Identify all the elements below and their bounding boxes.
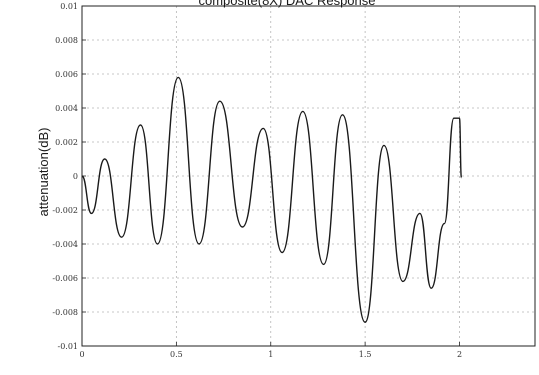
y-tick-label: -0.006 [52, 274, 78, 283]
y-tick-label: -0.002 [52, 206, 78, 215]
y-tick-label: 0.01 [60, 2, 78, 11]
grid-layer [81, 5, 535, 347]
series-line [81, 76, 463, 323]
y-tick-label: -0.008 [52, 308, 78, 317]
y-tick-label: 0 [73, 172, 78, 181]
y-tick-label: 0.002 [55, 138, 78, 147]
x-tick-label: 0.5 [170, 350, 183, 359]
y-axis-label: attenuation(dB) [36, 128, 51, 217]
x-tick-label: 1 [268, 350, 273, 359]
tick-layer: 0.01 0.008 0.006 0.004 0.002 0 -0.002 -0.004 -0.… [52, 2, 462, 359]
x-tick-label: 0 [79, 350, 84, 359]
y-tick-label: -0.01 [57, 342, 78, 351]
y-tick-label: 0.006 [55, 70, 78, 79]
x-tick-label: 2 [457, 350, 462, 359]
y-tick-label: -0.004 [52, 240, 78, 249]
x-tick-label: 1.5 [359, 350, 372, 359]
chart-title: composite(8X) DAC Response [198, 0, 375, 8]
series-layer [81, 76, 463, 323]
y-tick-label: 0.004 [55, 104, 78, 113]
y-tick-label: 0.008 [55, 36, 78, 45]
